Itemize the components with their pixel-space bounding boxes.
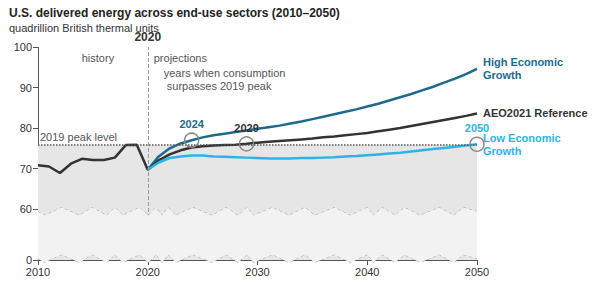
svg-text:Growth: Growth <box>483 145 522 157</box>
svg-text:years when consumption: years when consumption <box>164 67 286 79</box>
svg-text:2019 peak level: 2019 peak level <box>40 131 117 143</box>
svg-text:2050: 2050 <box>465 266 489 278</box>
svg-text:2010: 2010 <box>26 266 50 278</box>
svg-text:High Economic: High Economic <box>483 56 566 68</box>
svg-text:AEO2021 Reference: AEO2021 Reference <box>483 107 588 119</box>
svg-text:2030: 2030 <box>245 266 269 278</box>
svg-text:Growth: Growth <box>483 69 522 81</box>
svg-text:2020: 2020 <box>134 30 162 44</box>
svg-text:2029: 2029 <box>234 122 258 134</box>
svg-text:70: 70 <box>20 163 32 175</box>
svg-text:100: 100 <box>14 41 32 53</box>
svg-text:2024: 2024 <box>179 118 204 130</box>
svg-text:80: 80 <box>20 122 32 134</box>
svg-text:90: 90 <box>20 82 32 94</box>
svg-text:history: history <box>82 52 115 64</box>
svg-text:projections: projections <box>154 52 208 64</box>
svg-text:quadrillion British thermal un: quadrillion British thermal units <box>9 22 159 34</box>
svg-text:2040: 2040 <box>355 266 379 278</box>
svg-text:U.S. delivered energy across e: U.S. delivered energy across end-use sec… <box>9 6 340 20</box>
svg-text:2050: 2050 <box>465 122 489 134</box>
svg-text:60: 60 <box>20 203 32 215</box>
svg-text:surpasses 2019 peak: surpasses 2019 peak <box>164 80 272 92</box>
svg-text:0: 0 <box>26 254 32 266</box>
svg-text:Low Economic: Low Economic <box>483 132 564 144</box>
svg-text:2020: 2020 <box>136 266 160 278</box>
